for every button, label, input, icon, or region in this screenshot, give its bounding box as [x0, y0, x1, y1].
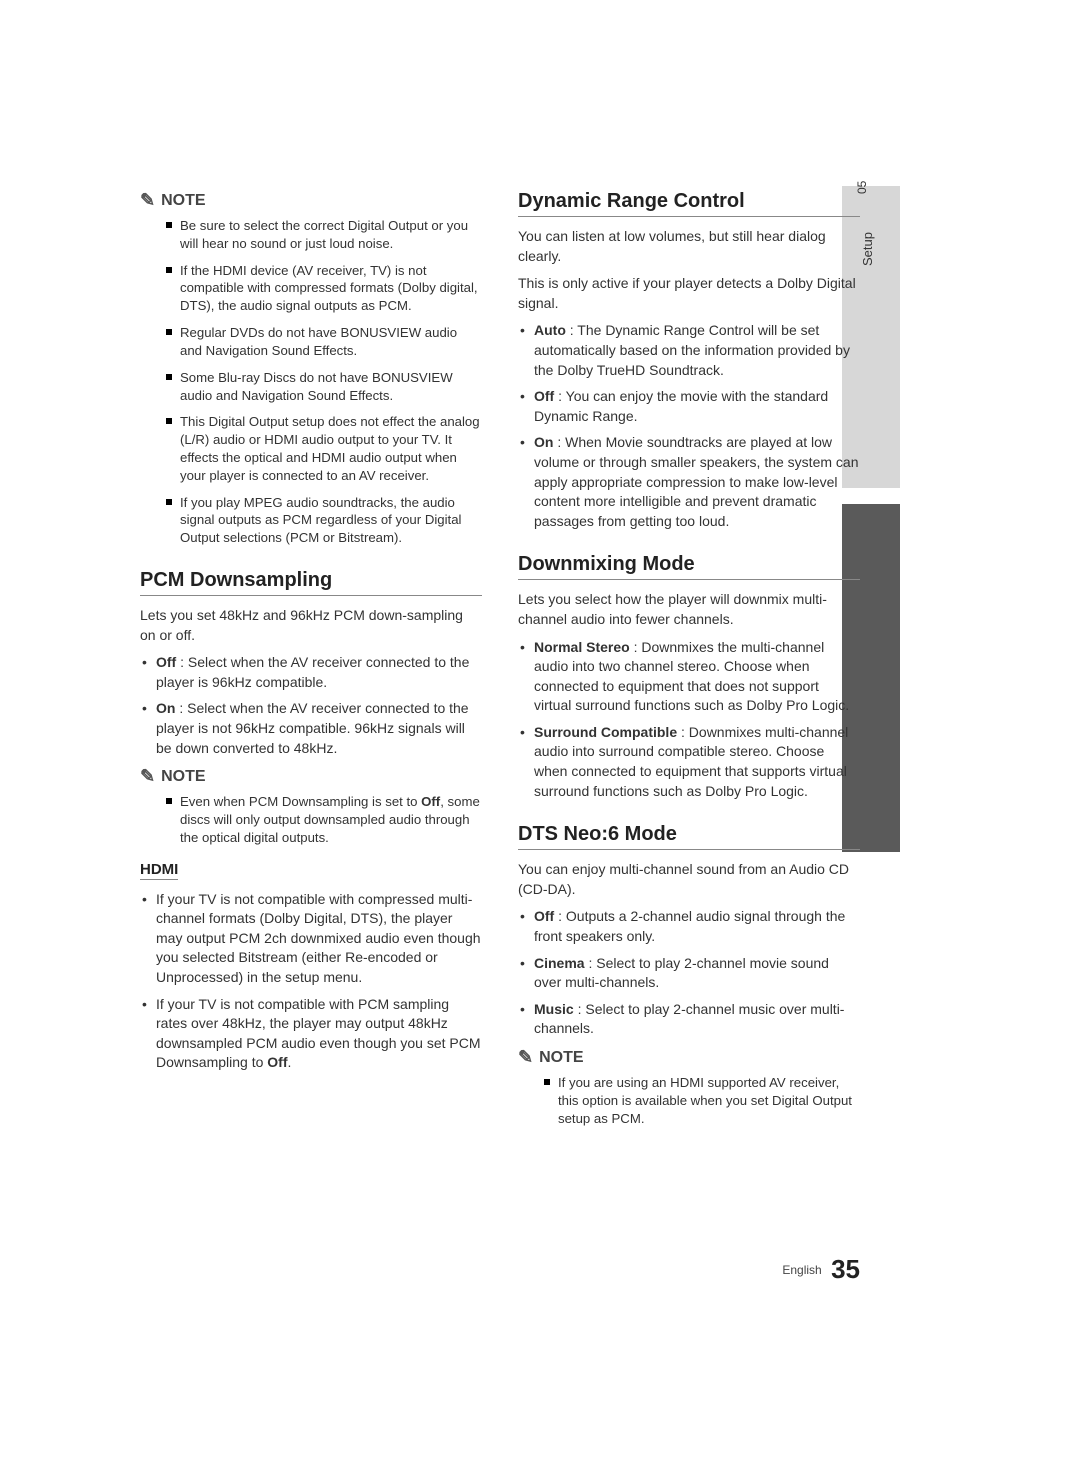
section-title: PCM Downsampling	[140, 569, 482, 596]
note-icon: ✎	[518, 1047, 533, 1068]
list-item: Regular DVDs do not have BONUSVIEW audio…	[180, 324, 482, 360]
list-item: If you play MPEG audio soundtracks, the …	[180, 494, 482, 547]
body-text: You can listen at low volumes, but still…	[518, 227, 860, 266]
list-item: Be sure to select the correct Digital Ou…	[180, 217, 482, 253]
bullet-list: Normal Stereo : Downmixes the multi-chan…	[518, 638, 860, 802]
note-header: ✎ NOTE	[518, 1047, 860, 1068]
list-item: Cinema : Select to play 2-channel movie …	[518, 954, 860, 993]
bullet-list: Off : Select when the AV receiver connec…	[140, 653, 482, 758]
right-column: Dynamic Range Control You can listen at …	[518, 190, 860, 1136]
page-number: 35	[831, 1254, 860, 1284]
list-item: Surround Compatible : Downmixes multi-ch…	[518, 723, 860, 801]
list-item: If the HDMI device (AV receiver, TV) is …	[180, 262, 482, 315]
page-content: ✎ NOTE Be sure to select the correct Dig…	[140, 190, 860, 1136]
body-text: You can enjoy multi-channel sound from a…	[518, 860, 860, 899]
list-item: Some Blu-ray Discs do not have BONUSVIEW…	[180, 369, 482, 405]
section-title: Downmixing Mode	[518, 553, 860, 580]
body-text: This is only active if your player detec…	[518, 274, 860, 313]
bullet-list: Auto : The Dynamic Range Control will be…	[518, 321, 860, 531]
chapter-label: Setup	[860, 232, 875, 266]
note-header: ✎ NOTE	[140, 766, 482, 787]
note-header: ✎ NOTE	[140, 190, 482, 211]
note-list: Even when PCM Downsampling is set to Off…	[140, 793, 482, 846]
list-item: Even when PCM Downsampling is set to Off…	[180, 793, 482, 846]
page-footer: English 35	[782, 1254, 860, 1285]
list-item: If you are using an HDMI supported AV re…	[558, 1074, 860, 1127]
list-item: On : When Movie soundtracks are played a…	[518, 433, 860, 531]
list-item: If your TV is not compatible with compre…	[140, 890, 482, 988]
note-label: NOTE	[161, 192, 205, 210]
list-item: Off : You can enjoy the movie with the s…	[518, 387, 860, 426]
bullet-list: If your TV is not compatible with compre…	[140, 890, 482, 1073]
note-label: NOTE	[161, 768, 205, 786]
list-item: Off : Select when the AV receiver connec…	[140, 653, 482, 692]
list-item: Auto : The Dynamic Range Control will be…	[518, 321, 860, 380]
section-title: Dynamic Range Control	[518, 190, 860, 217]
list-item: Off : Outputs a 2-channel audio signal t…	[518, 907, 860, 946]
note-list: If you are using an HDMI supported AV re…	[518, 1074, 860, 1127]
note-list: Be sure to select the correct Digital Ou…	[140, 217, 482, 547]
list-item: Music : Select to play 2-channel music o…	[518, 1000, 860, 1039]
sub-heading: HDMI	[140, 861, 178, 880]
list-item: This Digital Output setup does not effec…	[180, 413, 482, 484]
note-icon: ✎	[140, 766, 155, 787]
note-icon: ✎	[140, 190, 155, 211]
list-item: On : Select when the AV receiver connect…	[140, 699, 482, 758]
footer-language: English	[782, 1263, 821, 1277]
list-item: If your TV is not compatible with PCM sa…	[140, 995, 482, 1073]
body-text: Lets you select how the player will down…	[518, 590, 860, 629]
note-label: NOTE	[539, 1049, 583, 1067]
section-title: DTS Neo:6 Mode	[518, 823, 860, 850]
body-text: Lets you set 48kHz and 96kHz PCM down-sa…	[140, 606, 482, 645]
bullet-list: Off : Outputs a 2-channel audio signal t…	[518, 907, 860, 1039]
list-item: Normal Stereo : Downmixes the multi-chan…	[518, 638, 860, 716]
left-column: ✎ NOTE Be sure to select the correct Dig…	[140, 190, 482, 1136]
